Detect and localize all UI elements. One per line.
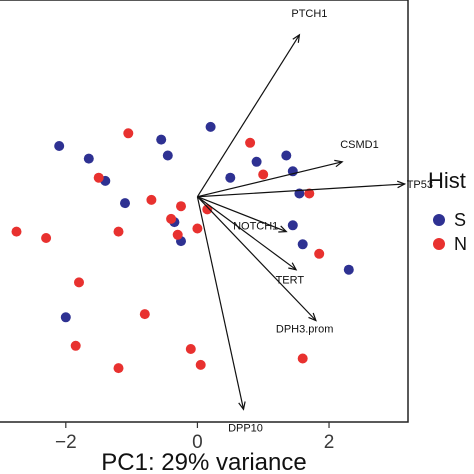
arrow-label-notch1: NOTCH1	[233, 221, 278, 233]
arrow-label-dph3-prom: DPH3.prom	[276, 324, 333, 336]
point-s-15	[297, 239, 308, 250]
arrow-csmd1	[197, 161, 343, 198]
point-s-1	[83, 153, 94, 164]
point-n-20	[195, 359, 206, 370]
arrow-notch1	[197, 196, 287, 233]
arrow-label-tp53: TP53	[407, 179, 433, 191]
point-s-11	[281, 150, 292, 161]
x-axis: −2 0 2	[55, 422, 334, 453]
arrow-tert	[197, 196, 297, 271]
point-s-9	[225, 172, 236, 183]
arrowhead-tp53	[396, 180, 407, 189]
arrowhead-dpp10	[238, 401, 246, 411]
legend-title: Hist	[428, 168, 466, 193]
arrowhead-tert	[288, 262, 298, 271]
arrow-label-dpp10: DPP10	[228, 422, 263, 434]
point-s-17	[60, 312, 71, 323]
point-s-4	[156, 134, 167, 145]
point-n-1	[93, 172, 104, 183]
arrowhead-notch1	[278, 225, 288, 233]
point-n-13	[11, 226, 22, 237]
arrow-ptch1	[196, 34, 300, 198]
point-n-11	[314, 248, 325, 259]
point-s-8	[205, 121, 216, 132]
point-n-14	[41, 233, 52, 243]
point-s-14	[287, 220, 298, 231]
legend-key-n	[433, 238, 445, 250]
plot-panel	[0, 0, 409, 423]
point-n-18	[113, 363, 124, 374]
legend-label-n: N	[454, 234, 467, 254]
point-n-0	[123, 128, 134, 139]
legend-label-s: S	[454, 210, 466, 230]
point-n-9	[258, 169, 269, 180]
point-n-5	[166, 213, 177, 224]
point-n-4	[172, 229, 183, 240]
x-tick-label: 0	[192, 432, 203, 453]
point-n-7	[192, 223, 203, 234]
x-tick-label: −2	[55, 432, 77, 453]
point-n-2	[113, 226, 124, 237]
arrow-label-csmd1: CSMD1	[340, 139, 379, 151]
point-n-16	[139, 309, 150, 320]
arrow-tp53	[197, 183, 405, 198]
point-n-3	[146, 194, 157, 205]
point-s-0	[54, 141, 65, 151]
point-n-10	[304, 188, 315, 199]
arrow-dph3-prom	[196, 196, 317, 321]
point-s-16	[343, 264, 354, 275]
arrowhead-dph3-prom	[308, 312, 317, 322]
point-n-12	[202, 204, 213, 215]
arrow-label-tert: TERT	[276, 275, 305, 287]
point-n-6	[176, 201, 186, 212]
point-n-21	[297, 353, 308, 364]
arrow-dpp10	[196, 196, 245, 410]
point-n-17	[70, 340, 81, 351]
point-s-10	[251, 156, 262, 167]
arrowhead-csmd1	[334, 159, 344, 168]
arrow-label-ptch1: PTCH1	[291, 8, 327, 20]
arrowhead-ptch1	[292, 33, 301, 43]
point-n-15	[74, 277, 84, 288]
point-n-19	[185, 344, 196, 354]
point-s-3	[120, 198, 130, 209]
point-n-8	[245, 137, 256, 148]
x-tick-label: 2	[324, 432, 335, 453]
legend: Hist SN	[428, 168, 467, 254]
point-s-5	[162, 150, 173, 161]
arrows-layer: PTCH1 CSMD1 TP53 NOTCH1 TERT DPH3.prom DPP10	[196, 8, 433, 434]
legend-key-s	[433, 214, 445, 226]
x-axis-label: PC1: 29% variance	[101, 449, 306, 474]
